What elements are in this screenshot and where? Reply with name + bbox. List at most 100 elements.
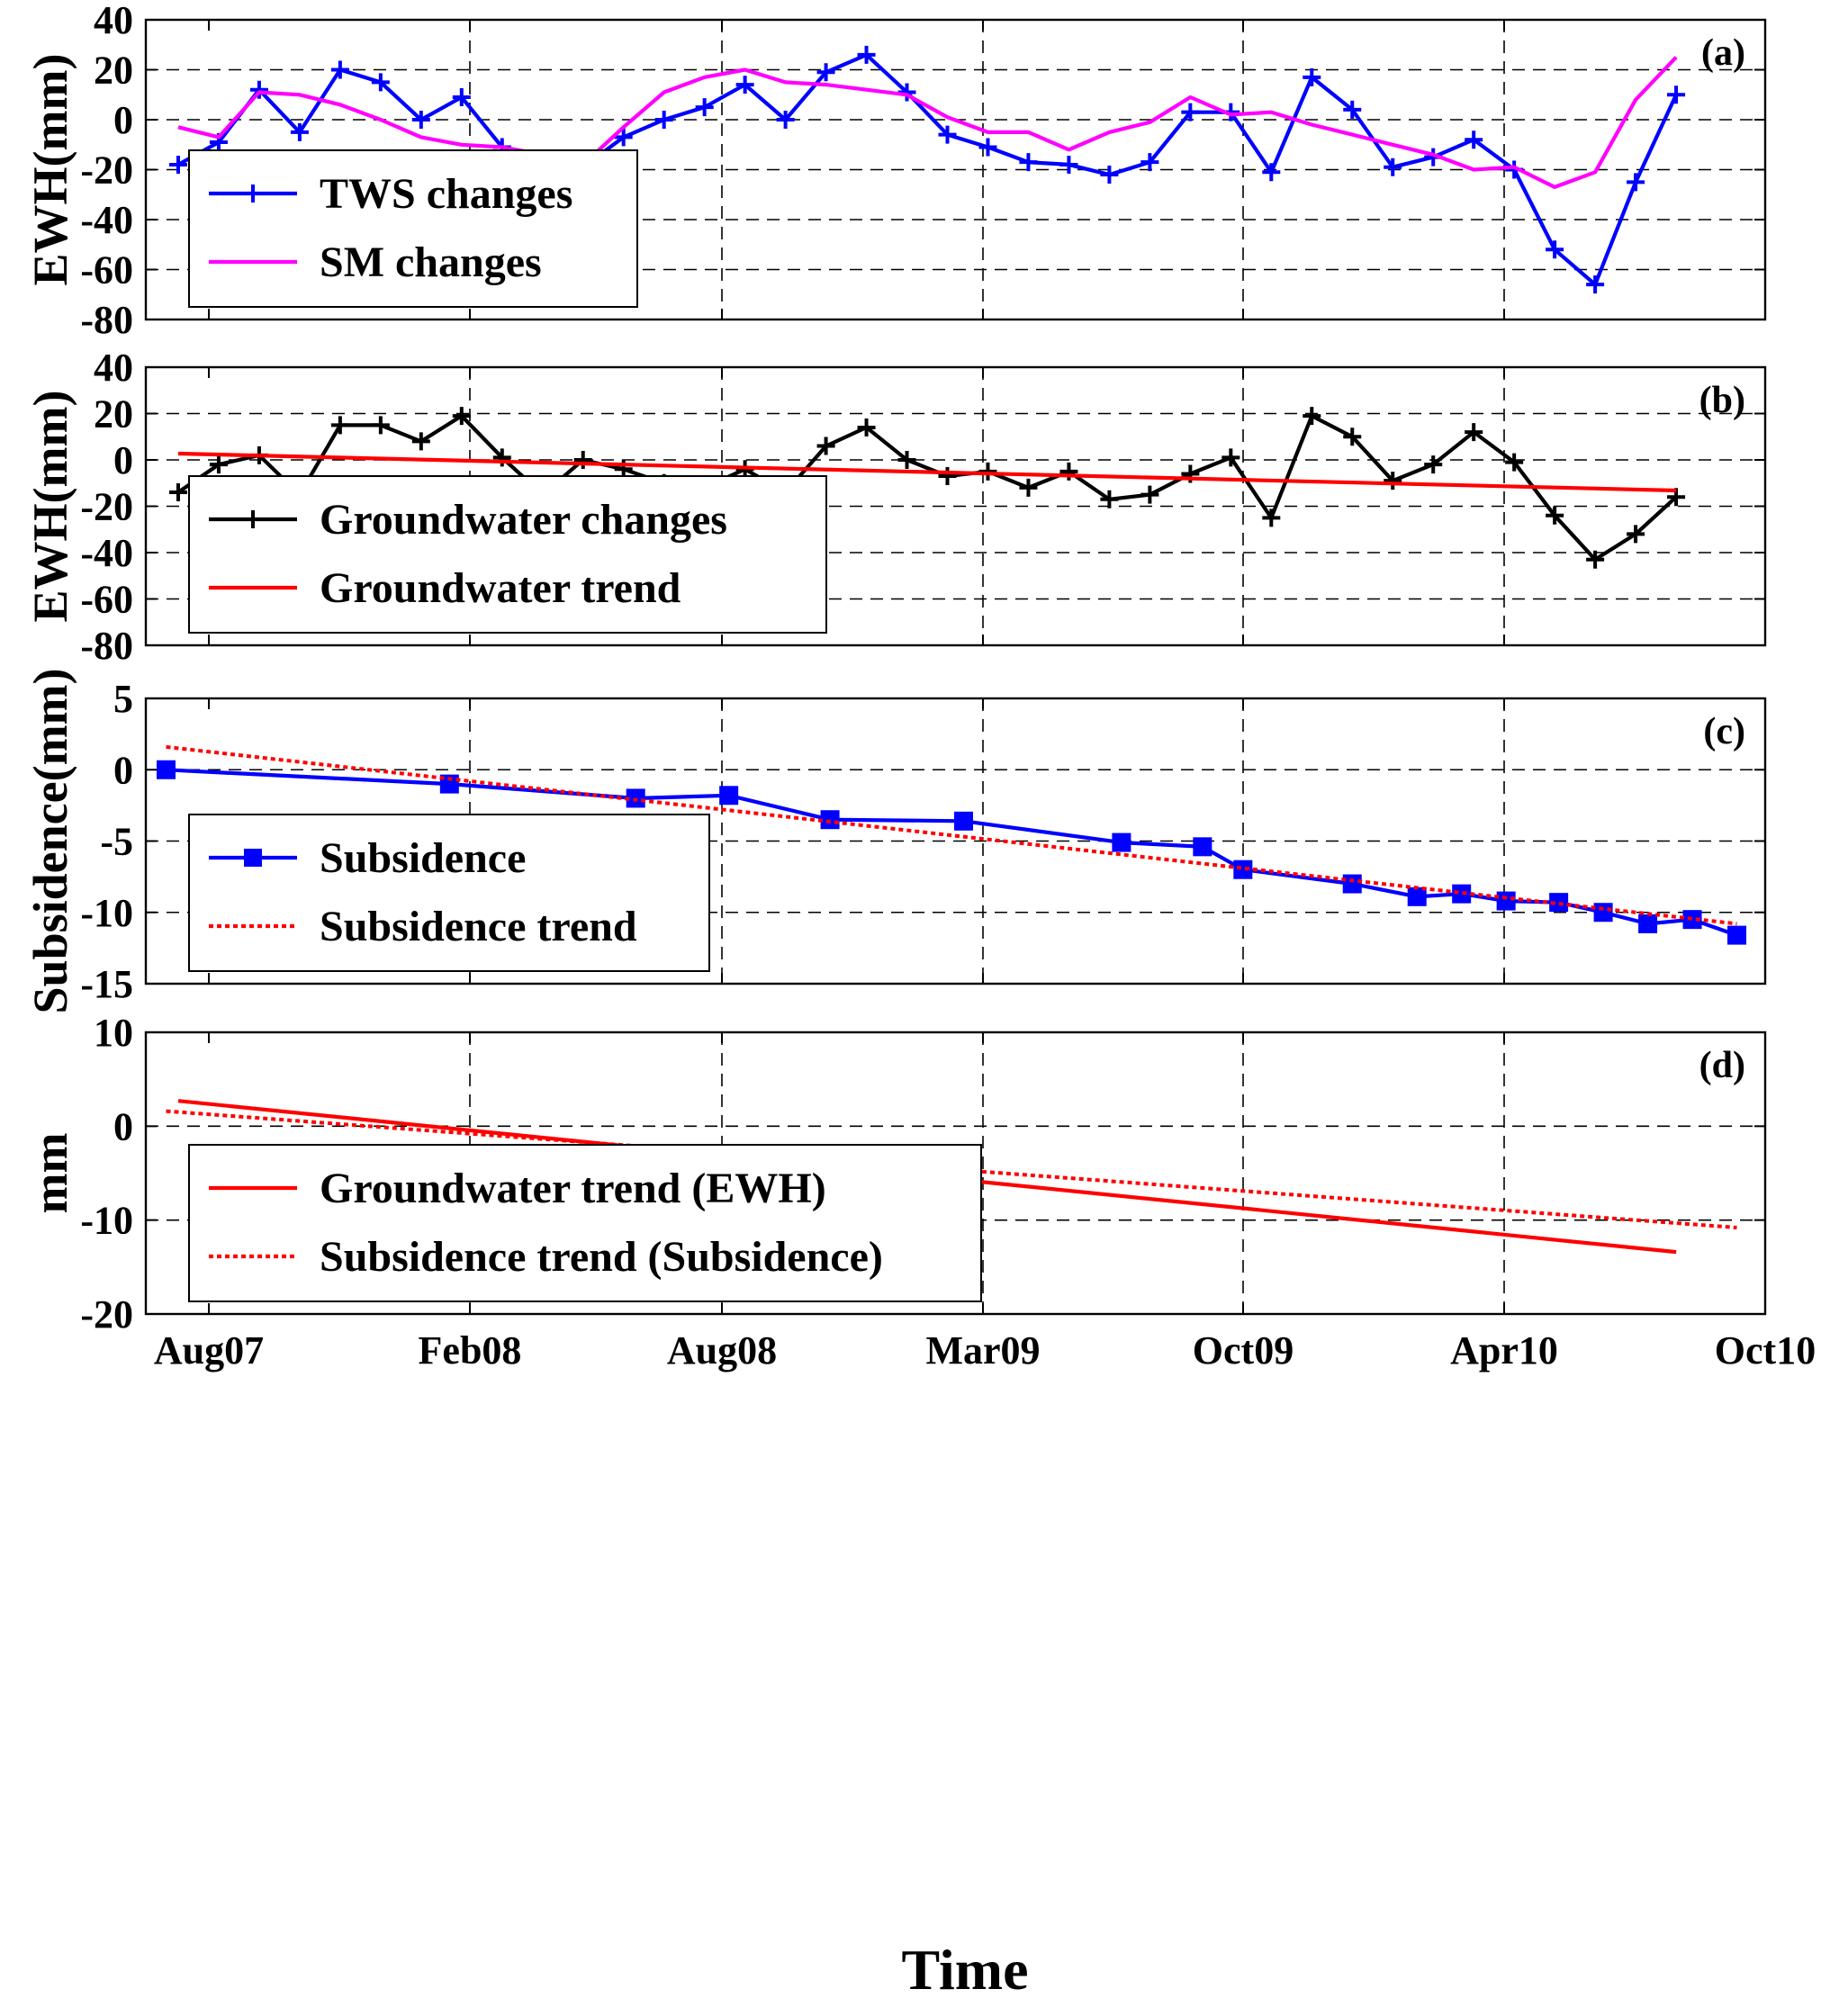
data-point bbox=[938, 125, 957, 144]
data-point bbox=[1303, 407, 1321, 426]
data-point bbox=[1586, 275, 1605, 294]
legend-marker bbox=[244, 184, 262, 202]
y-tick-label: 10 bbox=[94, 1011, 133, 1055]
data-point bbox=[1727, 925, 1747, 945]
data-point bbox=[1112, 832, 1131, 852]
data-point bbox=[330, 60, 349, 79]
data-point bbox=[1019, 478, 1038, 497]
data-point bbox=[168, 483, 187, 502]
y-tick-label: -10 bbox=[80, 891, 133, 935]
y-tick-label: 0 bbox=[113, 1104, 133, 1148]
y-tick-label: -5 bbox=[100, 820, 133, 864]
data-point bbox=[492, 448, 511, 467]
y-tick-label: -60 bbox=[80, 248, 133, 292]
data-point bbox=[1546, 506, 1564, 525]
data-point bbox=[614, 128, 633, 147]
panel-label: (b) bbox=[1699, 380, 1745, 421]
data-point bbox=[1384, 472, 1402, 490]
legend: Groundwater changes Groundwater trend bbox=[188, 475, 827, 634]
data-point bbox=[1638, 914, 1658, 933]
data-point bbox=[816, 436, 835, 455]
series-line bbox=[177, 56, 1678, 189]
data-point bbox=[695, 98, 714, 117]
data-point bbox=[1140, 485, 1159, 504]
data-point bbox=[857, 45, 876, 64]
y-tick-label: 5 bbox=[113, 677, 133, 721]
series-line bbox=[176, 414, 1678, 562]
legend-box bbox=[188, 814, 710, 972]
y-axis-label: EWH(mm) bbox=[23, 391, 77, 623]
y-axis-label: Subsidence(mm) bbox=[23, 668, 77, 1013]
data-point bbox=[978, 138, 997, 157]
data-point bbox=[1627, 173, 1645, 192]
data-point bbox=[1222, 448, 1240, 467]
data-point bbox=[978, 462, 997, 481]
panel-label: (a) bbox=[1701, 32, 1745, 74]
data-point bbox=[1342, 874, 1362, 894]
legend-marker bbox=[244, 510, 262, 528]
panel-d: 10 0 -10 -20 mm (d) Groundwater trend (EWH) Sub… bbox=[23, 1011, 1767, 1336]
legend-label: Groundwater trend (EWH) bbox=[320, 1165, 826, 1212]
data-point bbox=[735, 76, 754, 94]
data-point bbox=[1100, 490, 1119, 508]
series-subsidence-trend bbox=[166, 744, 1737, 926]
y-tick-label: -80 bbox=[80, 624, 133, 668]
y-tick-label: 40 bbox=[94, 0, 133, 42]
series-line bbox=[177, 451, 1677, 493]
data-point bbox=[371, 416, 390, 435]
legend: Groundwater trend (EWH) Subsidence trend … bbox=[188, 1144, 982, 1302]
data-point bbox=[1019, 153, 1038, 172]
x-tick-label: Apr10 bbox=[1450, 1328, 1558, 1372]
data-point bbox=[1384, 158, 1402, 176]
data-point bbox=[776, 111, 795, 129]
y-tick-label: -40 bbox=[80, 531, 133, 575]
data-point bbox=[290, 122, 309, 141]
series-subsidence bbox=[156, 760, 1747, 945]
data-point bbox=[654, 111, 673, 129]
data-point bbox=[330, 416, 349, 435]
y-axis-label: EWH(mm) bbox=[23, 54, 77, 286]
legend-box bbox=[188, 149, 638, 308]
y-tick-label: 0 bbox=[113, 748, 133, 792]
data-point bbox=[1424, 455, 1443, 474]
panel-label: (d) bbox=[1699, 1045, 1745, 1086]
legend-box bbox=[188, 475, 827, 634]
y-tick-label: 20 bbox=[94, 392, 133, 436]
legend-label: TWS changes bbox=[320, 170, 572, 218]
data-point bbox=[1181, 103, 1200, 122]
data-point bbox=[439, 774, 459, 794]
data-point bbox=[857, 418, 876, 436]
data-point bbox=[1262, 508, 1281, 527]
y-tick-label: -20 bbox=[80, 485, 133, 529]
data-point bbox=[1059, 155, 1078, 174]
data-point bbox=[1100, 166, 1119, 184]
legend-label: Subsidence trend bbox=[320, 903, 637, 950]
data-point bbox=[1193, 837, 1212, 857]
legend-label: SM changes bbox=[320, 238, 542, 286]
y-tick-label: -80 bbox=[80, 298, 133, 342]
data-point bbox=[249, 80, 268, 99]
y-tick-label: 20 bbox=[94, 49, 133, 93]
data-point bbox=[953, 811, 973, 831]
data-point bbox=[452, 88, 471, 107]
data-point bbox=[1593, 903, 1613, 922]
data-point bbox=[1059, 462, 1078, 481]
x-tick-label: Feb08 bbox=[419, 1328, 522, 1372]
y-tick-label: -15 bbox=[80, 962, 133, 1006]
y-tick-label: -60 bbox=[80, 578, 133, 622]
data-point bbox=[156, 760, 176, 779]
data-point bbox=[1627, 525, 1645, 544]
data-point bbox=[1262, 163, 1281, 182]
data-point bbox=[1667, 86, 1686, 104]
data-point bbox=[168, 155, 187, 174]
x-tick-label: Aug07 bbox=[154, 1328, 264, 1372]
data-point bbox=[1496, 891, 1516, 911]
data-point bbox=[1233, 860, 1253, 879]
series-line bbox=[166, 744, 1737, 926]
data-point bbox=[816, 63, 835, 82]
data-point bbox=[1343, 428, 1362, 446]
data-point bbox=[1465, 423, 1483, 442]
